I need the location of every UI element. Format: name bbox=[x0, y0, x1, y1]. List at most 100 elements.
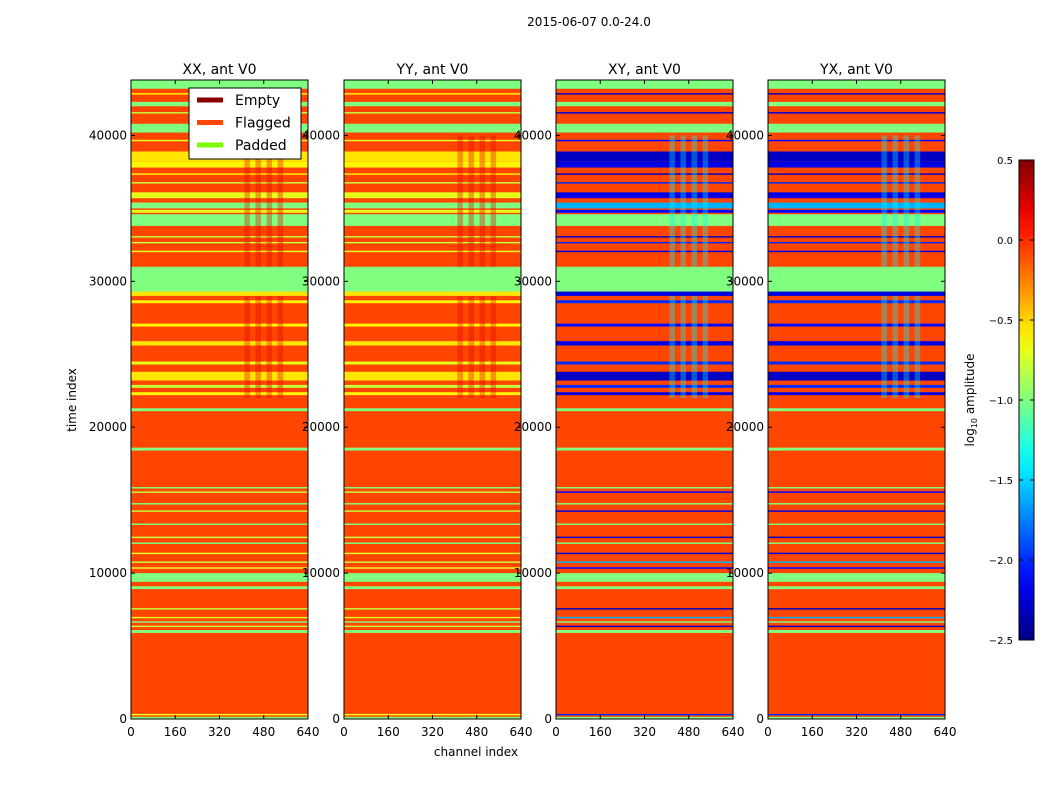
time-band bbox=[768, 202, 945, 209]
time-band bbox=[768, 93, 945, 95]
time-band bbox=[768, 491, 945, 493]
time-band bbox=[344, 616, 521, 619]
time-band bbox=[131, 173, 308, 175]
channel-stripe bbox=[277, 295, 284, 399]
time-band bbox=[344, 161, 521, 168]
time-band bbox=[768, 621, 945, 623]
time-band bbox=[344, 713, 521, 716]
time-band bbox=[768, 323, 945, 327]
time-band bbox=[556, 542, 733, 544]
time-band bbox=[556, 491, 733, 493]
time-band bbox=[556, 408, 733, 412]
time-band bbox=[768, 291, 945, 296]
time-band bbox=[131, 625, 308, 628]
time-band bbox=[131, 361, 308, 365]
x-tick-label: 320 bbox=[208, 725, 231, 739]
time-band bbox=[556, 250, 733, 253]
time-band bbox=[556, 214, 733, 226]
time-band bbox=[768, 192, 945, 199]
time-band bbox=[556, 371, 733, 381]
time-band bbox=[556, 80, 733, 89]
time-band bbox=[768, 341, 945, 346]
time-band bbox=[556, 510, 733, 512]
y-tick-label: 20000 bbox=[726, 420, 764, 434]
time-band bbox=[768, 616, 945, 619]
x-tick-label: 480 bbox=[677, 725, 700, 739]
y-tick-label: 0 bbox=[544, 712, 552, 726]
y-tick-label: 30000 bbox=[89, 274, 127, 288]
time-band bbox=[556, 161, 733, 168]
time-band bbox=[131, 510, 308, 512]
y-tick-label: 0 bbox=[756, 712, 764, 726]
y-tick-label: 40000 bbox=[302, 128, 340, 142]
channel-stripe bbox=[680, 135, 686, 267]
x-tick-label: 320 bbox=[845, 725, 868, 739]
y-tick-label: 40000 bbox=[726, 128, 764, 142]
time-band bbox=[131, 241, 308, 244]
time-band bbox=[556, 392, 733, 396]
x-axis-label: channel index bbox=[434, 745, 518, 759]
time-band bbox=[556, 266, 733, 292]
x-tick-label: 160 bbox=[377, 725, 400, 739]
time-band bbox=[556, 202, 733, 209]
time-band bbox=[556, 561, 733, 563]
time-band bbox=[768, 608, 945, 610]
flagged-background bbox=[556, 80, 733, 719]
time-band bbox=[131, 552, 308, 555]
time-band bbox=[556, 567, 733, 569]
time-band bbox=[344, 561, 521, 563]
time-band bbox=[556, 101, 733, 107]
time-band bbox=[131, 536, 308, 539]
y-tick-label: 20000 bbox=[89, 420, 127, 434]
x-tick-label: 160 bbox=[164, 725, 187, 739]
time-band bbox=[768, 173, 945, 175]
colorbar-tick-label: −2.0 bbox=[989, 556, 1013, 567]
time-band bbox=[556, 241, 733, 244]
y-tick-label: 10000 bbox=[726, 566, 764, 580]
time-band bbox=[344, 202, 521, 209]
time-band bbox=[556, 112, 733, 114]
y-tick-label: 10000 bbox=[514, 566, 552, 580]
time-band bbox=[768, 80, 945, 89]
time-band bbox=[344, 621, 521, 623]
heatmap-panel: XY, ant V0 0 160 320 480 640 0 10000 20000 30000 4… bbox=[514, 62, 745, 739]
heatmap-panel: YX, ant V0 0 160 320 480 640 0 10000 20000 30000 4… bbox=[726, 62, 957, 739]
time-band bbox=[344, 173, 521, 175]
time-band bbox=[768, 123, 945, 133]
time-band bbox=[344, 510, 521, 512]
time-band bbox=[131, 621, 308, 623]
x-tick-label: 0 bbox=[552, 725, 560, 739]
channel-stripe bbox=[255, 295, 261, 399]
channel-stripe bbox=[669, 295, 675, 399]
x-tick-label: 320 bbox=[421, 725, 444, 739]
x-tick-label: 640 bbox=[510, 725, 533, 739]
time-band bbox=[556, 173, 733, 175]
y-tick-label: 30000 bbox=[726, 274, 764, 288]
y-tick-label: 40000 bbox=[514, 128, 552, 142]
time-band bbox=[768, 241, 945, 244]
x-tick-label: 480 bbox=[465, 725, 488, 739]
time-band bbox=[768, 630, 945, 633]
time-band bbox=[131, 491, 308, 493]
time-band bbox=[344, 523, 521, 525]
channel-stripe bbox=[244, 295, 250, 399]
time-band bbox=[131, 713, 308, 716]
heatmap-panel: YY, ant V0 0 160 320 480 640 0 10000 20000 30000 4… bbox=[302, 62, 533, 739]
y-tick-label: 30000 bbox=[302, 274, 340, 288]
time-band bbox=[768, 101, 945, 107]
channel-stripe bbox=[244, 135, 250, 267]
channel-stripe bbox=[903, 135, 910, 267]
time-band bbox=[556, 713, 733, 716]
time-band bbox=[131, 300, 308, 304]
time-band bbox=[344, 236, 521, 238]
time-band bbox=[344, 123, 521, 133]
time-band bbox=[768, 112, 945, 114]
time-band bbox=[768, 487, 945, 489]
time-band bbox=[131, 209, 308, 213]
channel-stripe bbox=[457, 295, 463, 399]
legend-label: Empty bbox=[235, 93, 280, 109]
time-band bbox=[131, 561, 308, 563]
time-band bbox=[768, 361, 945, 365]
time-band bbox=[556, 151, 733, 162]
